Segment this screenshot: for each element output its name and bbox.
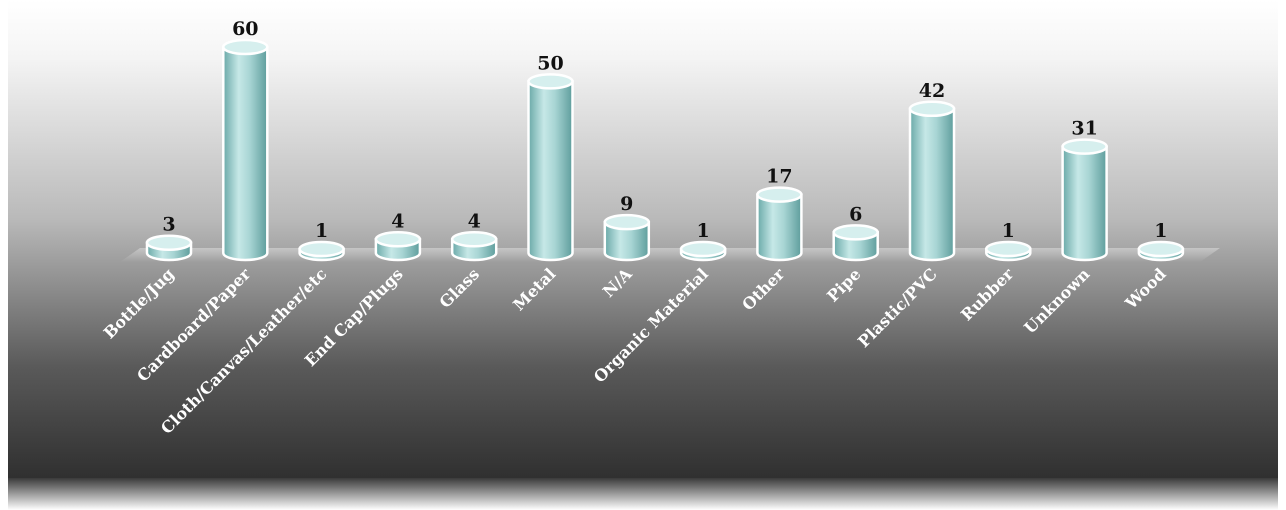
data-label: 4: [391, 210, 404, 232]
bar: 6: [832, 203, 879, 262]
data-label: 9: [620, 193, 633, 215]
data-label: 17: [766, 166, 792, 188]
data-label: 60: [232, 18, 258, 40]
bar-top: [145, 234, 193, 251]
bar-top: [450, 231, 498, 248]
bars-layer: 3 60 1 4 4 50 9 1 17 6 42 1 31 1: [145, 18, 1185, 262]
bar-top: [908, 100, 956, 118]
bar-body: [1061, 145, 1108, 262]
bar-top: [298, 240, 345, 258]
bar-top: [527, 73, 574, 90]
bar: 31: [1061, 118, 1108, 262]
data-label: 50: [537, 52, 563, 74]
bar: 1: [1137, 220, 1185, 262]
bar-top: [679, 240, 727, 258]
bar-body: [756, 193, 803, 262]
bar: 50: [527, 52, 574, 262]
data-label: 1: [1002, 220, 1015, 242]
data-label: 1: [1154, 220, 1167, 242]
bar: 1: [298, 220, 345, 262]
bar-body: [603, 220, 651, 262]
data-label: 1: [696, 220, 709, 242]
bar: 3: [145, 214, 193, 262]
bar-top: [756, 186, 803, 203]
data-label: 4: [468, 210, 481, 232]
bar-body: [908, 107, 956, 262]
bar-top: [603, 213, 651, 231]
bar: 1: [985, 220, 1032, 262]
bar: 1: [679, 220, 727, 262]
bar-body: [527, 80, 574, 262]
bar-top: [832, 224, 879, 241]
data-label: 1: [315, 220, 328, 242]
bar-top: [1061, 138, 1108, 155]
bar-top: [1137, 240, 1185, 258]
data-label: 6: [849, 203, 862, 225]
bar: 60: [222, 18, 269, 262]
data-label: 3: [162, 214, 175, 236]
bar-top: [374, 231, 422, 248]
chart-floor: [120, 248, 1220, 262]
bar-body: [222, 45, 269, 262]
data-label: 42: [919, 80, 945, 102]
bar: 4: [450, 210, 498, 262]
data-label: 31: [1071, 118, 1097, 140]
bar-top: [222, 38, 269, 56]
bar: 4: [374, 210, 422, 262]
chart-bottom-fade: [8, 478, 1278, 510]
bar-top: [985, 240, 1032, 258]
bar: 42: [908, 80, 956, 262]
bar: 17: [756, 166, 803, 262]
bar: 9: [603, 193, 651, 262]
